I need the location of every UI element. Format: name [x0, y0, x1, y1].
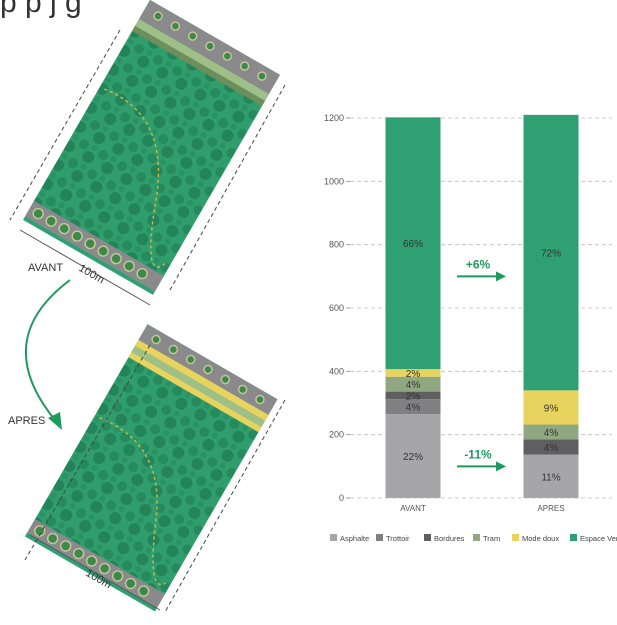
bar-value-label: 4% [406, 403, 421, 414]
plan-before [23, 0, 280, 295]
bar-value-label: 4% [544, 428, 559, 439]
y-tick-label: 1200 [324, 113, 344, 123]
partial-header-text: p p j g [0, 0, 82, 19]
street-illustration: 100m AVANT APRES 100m [8, 0, 286, 613]
x-category-label: AVANT [400, 504, 426, 513]
label-avant: AVANT [28, 262, 63, 274]
bar-value-label: 2% [406, 391, 421, 402]
legend-label: Espace Verts [580, 534, 617, 543]
bar-segment [523, 390, 579, 425]
legend-swatch [512, 534, 519, 541]
change-annotation: -11% [464, 447, 492, 461]
bar-value-label: 9% [544, 403, 559, 414]
bar-value-label: 4% [544, 443, 559, 454]
bar-segment [523, 454, 579, 498]
legend-swatch [330, 534, 337, 541]
y-tick-label: 200 [329, 430, 344, 440]
bar-segment [385, 369, 441, 377]
bar-value-label: 66% [403, 239, 423, 250]
annotation-arrow-head [496, 461, 506, 472]
bar-segment [385, 117, 441, 370]
change-annotation: +6% [466, 257, 491, 271]
legend-label: Trottoir [386, 534, 410, 543]
legend-label: Bordures [434, 534, 465, 543]
bar-segment [385, 391, 441, 400]
legend-label: Mode doux [522, 534, 559, 543]
y-tick-label: 400 [329, 366, 344, 376]
bar-segment [385, 399, 441, 415]
dimension-label-before: 100m [77, 262, 107, 286]
bar-value-label: 4% [406, 380, 421, 391]
bar-segment [523, 114, 579, 391]
legend-label: Asphalte [340, 534, 369, 543]
plan-after [25, 324, 278, 612]
annotation-arrow-head [496, 271, 506, 282]
legend-swatch [570, 534, 577, 541]
bar-value-label: 72% [541, 249, 561, 260]
bar-value-label: 22% [403, 452, 423, 463]
bar-segment [385, 414, 441, 498]
bar-segment [523, 439, 579, 455]
bar-segment [385, 376, 441, 392]
bar-segment [523, 424, 579, 440]
x-category-label: APRES [537, 504, 564, 513]
legend-label: Tram [483, 534, 500, 543]
legend-swatch [376, 534, 383, 541]
legend-swatch [473, 534, 480, 541]
y-tick-label: 1000 [324, 176, 344, 186]
bar-value-label: 2% [406, 369, 421, 380]
legend-swatch [424, 534, 431, 541]
bar-value-label: 11% [541, 472, 560, 483]
stacked-bar-chart: 02004006008001000120022%4%2%4%2%66%AVANT… [324, 113, 617, 543]
y-tick-label: 0 [339, 493, 344, 503]
y-tick-label: 800 [329, 240, 344, 250]
y-tick-label: 600 [329, 303, 344, 313]
label-apres: APRES [8, 415, 45, 427]
